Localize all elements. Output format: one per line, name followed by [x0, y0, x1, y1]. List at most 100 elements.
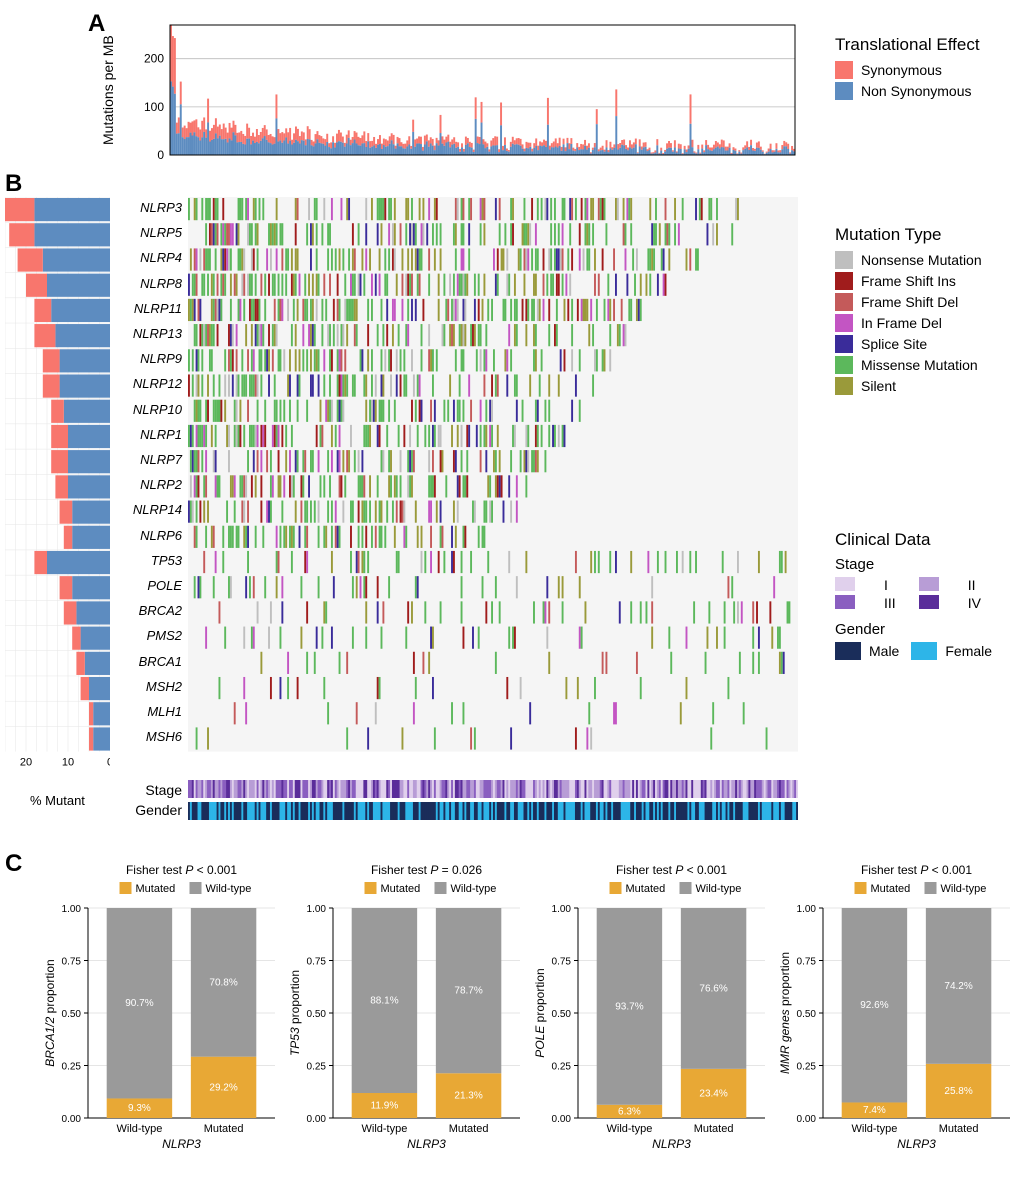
- waterfall-chart: [188, 197, 798, 767]
- svg-text:0.25: 0.25: [62, 1062, 82, 1073]
- svg-text:0.75: 0.75: [307, 957, 327, 968]
- gene-label: NLRP2: [112, 472, 182, 497]
- svg-text:0.00: 0.00: [62, 1114, 82, 1125]
- svg-text:Wild-type: Wild-type: [852, 1123, 898, 1135]
- svg-text:0.25: 0.25: [797, 1062, 817, 1073]
- stage-grid: IIIIIIIV: [835, 577, 992, 611]
- svg-text:0.00: 0.00: [307, 1114, 327, 1125]
- legend-label: In Frame Del: [861, 315, 942, 331]
- gene-label: NLRP1: [112, 422, 182, 447]
- legend-item: Splice Site: [835, 335, 982, 353]
- svg-text:NLRP3: NLRP3: [162, 1137, 201, 1151]
- svg-text:76.6%: 76.6%: [699, 983, 727, 994]
- svg-text:6.3%: 6.3%: [618, 1106, 641, 1117]
- svg-text:21.3%: 21.3%: [454, 1091, 482, 1102]
- svg-text:Wild-type: Wild-type: [362, 1123, 408, 1135]
- svg-text:0.75: 0.75: [62, 957, 82, 968]
- svg-text:90.7%: 90.7%: [125, 998, 153, 1009]
- svg-text:0.00: 0.00: [797, 1114, 817, 1125]
- gene-label: NLRP5: [112, 220, 182, 245]
- svg-text:BRCA1/2 proportion: BRCA1/2 proportion: [43, 959, 57, 1066]
- svg-text:POLE proportion: POLE proportion: [533, 968, 547, 1057]
- svg-text:20: 20: [20, 757, 32, 769]
- stage-legend-label: I: [884, 577, 907, 593]
- svg-text:1.00: 1.00: [62, 904, 82, 915]
- svg-text:100: 100: [144, 100, 164, 114]
- svg-text:0.25: 0.25: [307, 1062, 327, 1073]
- gene-label: TP53: [112, 548, 182, 573]
- svg-text:0.75: 0.75: [797, 957, 817, 968]
- panel-b-xlabel: % Mutant: [30, 793, 85, 808]
- svg-text:Wild-type: Wild-type: [206, 883, 252, 895]
- legend-mutation: Mutation Type Nonsense MutationFrame Shi…: [835, 225, 982, 398]
- gene-label: NLRP8: [112, 271, 182, 296]
- gene-label: NLRP10: [112, 397, 182, 422]
- svg-text:MMR genes proportion: MMR genes proportion: [778, 952, 792, 1074]
- swatch: [919, 577, 939, 591]
- gender-legend-item: Female: [911, 642, 992, 660]
- panel-a-container: 0100200: [120, 20, 800, 170]
- svg-text:29.2%: 29.2%: [209, 1082, 237, 1093]
- gene-label: NLRP3: [112, 195, 182, 220]
- panel-c-subplot: Fisher test P < 0.001MutatedWild-type0.0…: [530, 860, 775, 1160]
- svg-text:Mutated: Mutated: [939, 1123, 979, 1135]
- legend-label: Nonsense Mutation: [861, 252, 982, 268]
- swatch: [911, 642, 937, 660]
- legend-item-syn: Synonymous: [835, 61, 980, 79]
- svg-text:11.9%: 11.9%: [371, 1101, 399, 1112]
- swatch: [835, 251, 853, 269]
- swatch: [835, 377, 853, 395]
- svg-text:Fisher test P < 0.001: Fisher test P < 0.001: [126, 863, 237, 877]
- svg-text:Mutated: Mutated: [136, 883, 176, 895]
- legend-clinical: Clinical Data Stage IIIIIIIV Gender Male…: [835, 530, 992, 660]
- svg-text:1.00: 1.00: [307, 904, 327, 915]
- gene-labels: NLRP3NLRP5NLRP4NLRP8NLRP11NLRP13NLRP9NLR…: [112, 195, 182, 749]
- svg-text:Fisher test P < 0.001: Fisher test P < 0.001: [861, 863, 972, 877]
- panel-a-ylabel: Mutations per MB: [100, 35, 116, 145]
- svg-text:1.00: 1.00: [797, 904, 817, 915]
- gene-label: NLRP11: [112, 296, 182, 321]
- svg-text:0.75: 0.75: [552, 957, 572, 968]
- stage-label: Stage: [835, 556, 992, 573]
- svg-text:Fisher test P < 0.001: Fisher test P < 0.001: [616, 863, 727, 877]
- svg-text:Wild-type: Wild-type: [117, 1123, 163, 1135]
- gender-label: Male: [869, 643, 899, 659]
- svg-text:Mutated: Mutated: [871, 883, 911, 895]
- svg-text:23.4%: 23.4%: [699, 1088, 727, 1099]
- svg-text:74.2%: 74.2%: [944, 981, 972, 992]
- legend-label: Non Synonymous: [861, 83, 972, 99]
- svg-text:Wild-type: Wild-type: [451, 883, 497, 895]
- svg-text:0.50: 0.50: [62, 1009, 82, 1020]
- swatch: [835, 595, 855, 609]
- svg-text:NLRP3: NLRP3: [407, 1137, 446, 1151]
- svg-text:9.3%: 9.3%: [128, 1103, 151, 1114]
- svg-text:78.7%: 78.7%: [454, 986, 482, 997]
- gene-label: MSH6: [112, 724, 182, 749]
- gene-label: NLRP6: [112, 523, 182, 548]
- legend-title: Translational Effect: [835, 35, 980, 55]
- svg-text:Wild-type: Wild-type: [696, 883, 742, 895]
- gender-label: Gender: [835, 621, 992, 638]
- panel-c-subplot: Fisher test P < 0.001 Mutated Wild-type 0.0…: [40, 860, 285, 1160]
- track-label: Stage: [112, 780, 182, 800]
- svg-text:Mutated: Mutated: [204, 1123, 244, 1135]
- svg-text:70.8%: 70.8%: [209, 977, 237, 988]
- legend-label: Silent: [861, 378, 896, 394]
- svg-text:0.00: 0.00: [552, 1114, 572, 1125]
- panel-c-subplot: Fisher test P < 0.001 Mutated Wild-type 0.0…: [775, 860, 1020, 1160]
- svg-text:0.50: 0.50: [552, 1009, 572, 1020]
- gene-label: NLRP12: [112, 371, 182, 396]
- legend-label: Splice Site: [861, 336, 927, 352]
- track-label: Gender: [112, 800, 182, 820]
- panel-b-tracks: [188, 780, 798, 824]
- gene-label: BRCA2: [112, 598, 182, 623]
- legend-title: Mutation Type: [835, 225, 982, 245]
- gene-label: MSH2: [112, 674, 182, 699]
- legend-translational: Translational Effect Synonymous Non Syno…: [835, 35, 980, 103]
- svg-text:93.7%: 93.7%: [615, 1001, 643, 1012]
- stage-legend-label: II: [968, 577, 992, 593]
- legend-label: Missense Mutation: [861, 357, 978, 373]
- panel-label-a: A: [88, 10, 105, 38]
- legend-item: Missense Mutation: [835, 356, 982, 374]
- svg-text:0.50: 0.50: [307, 1009, 327, 1020]
